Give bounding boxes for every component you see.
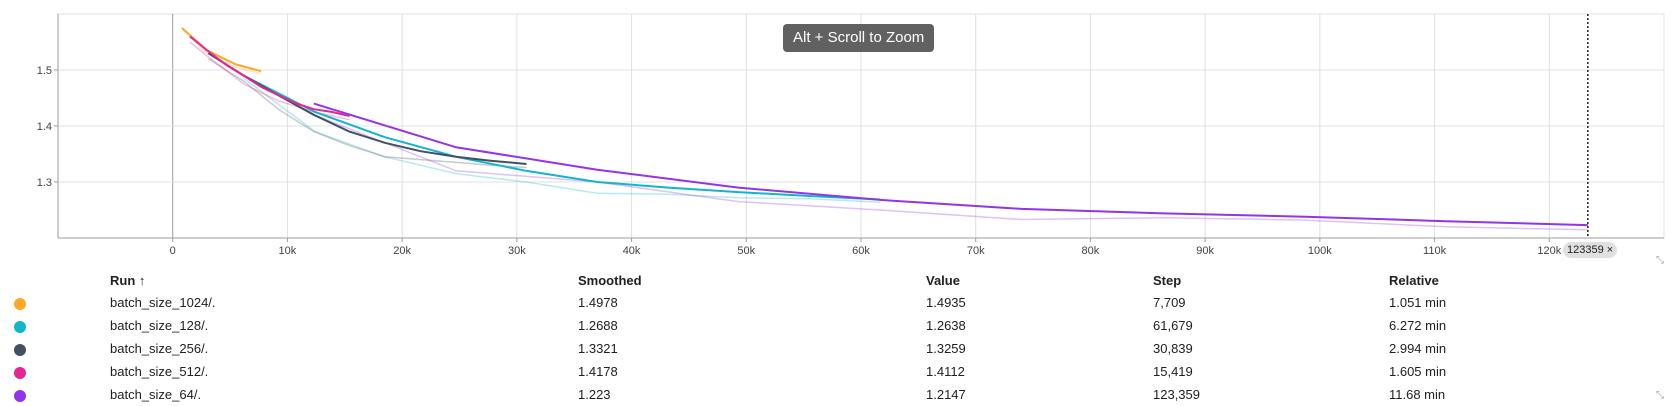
table-header-row: Run ↑ Smoothed Value Step Relative — [0, 270, 1649, 291]
run-name: batch_size_1024/. — [110, 295, 216, 310]
smoothed-value: 1.3321 — [578, 341, 618, 356]
smoothed-value: 1.2688 — [578, 318, 618, 333]
table-row[interactable]: batch_size_128/. 1.2688 1.2638 61,679 6.… — [0, 314, 1649, 337]
smoothed-value: 1.4178 — [578, 364, 618, 379]
run-color-dot — [14, 297, 26, 310]
x-tick-label: 100k — [1308, 245, 1332, 257]
x-tick-label: 40k — [623, 245, 641, 257]
x-tick-label: 0 — [170, 245, 176, 257]
relative-time: 1.605 min — [1389, 364, 1447, 379]
step-value: 30,839 — [1153, 341, 1193, 356]
table-row[interactable]: batch_size_64/. 1.223 1.2147 123,359 11.… — [0, 383, 1649, 406]
chart-resize-icon[interactable]: ⤡ — [1656, 255, 1664, 266]
table-resize-icon[interactable]: ⤡ — [1656, 390, 1664, 401]
x-tick-label: 120k — [1537, 245, 1561, 257]
relative-column-header[interactable]: Relative — [1389, 273, 1439, 288]
loss-chart[interactable]: 0 10k 20k 30k 40k 50k 60k 70k 80k 90k 100k 110k 120k… — [0, 0, 1672, 260]
step-value: 123,359 — [1153, 387, 1200, 402]
x-tick-label: 20k — [393, 245, 411, 257]
y-tick-label: 1.3 — [37, 177, 52, 189]
smoothed-value: 1.4978 — [578, 295, 618, 310]
hover-step-chip[interactable]: 123359 × — [1563, 242, 1618, 258]
value-column-header[interactable]: Value — [926, 273, 960, 288]
table-row[interactable]: batch_size_256/. 1.3321 1.3259 30,839 2.… — [0, 337, 1649, 360]
run-name: batch_size_512/. — [110, 364, 209, 379]
relative-time: 2.994 min — [1389, 341, 1447, 356]
x-tick-label: 90k — [1196, 245, 1214, 257]
series-line — [189, 35, 350, 117]
series-line — [181, 27, 262, 73]
raw-value: 1.3259 — [926, 341, 966, 356]
x-tick-label: 70k — [967, 245, 985, 257]
step-value: 15,419 — [1153, 364, 1193, 379]
close-icon[interactable]: × — [1606, 244, 1614, 256]
series-line — [243, 74, 881, 201]
run-color-dot — [14, 343, 26, 356]
raw-line — [313, 114, 1588, 231]
smoothed-column-header[interactable]: Smoothed — [578, 273, 642, 288]
runs-table: Run ↑ Smoothed Value Step Relative batch… — [0, 270, 1649, 406]
raw-line — [207, 58, 527, 169]
run-color-dot — [14, 366, 26, 379]
raw-line — [243, 77, 881, 204]
step-value: 7,709 — [1153, 295, 1186, 310]
zoom-hint-tooltip: Alt + Scroll to Zoom — [783, 24, 935, 52]
raw-value: 1.2147 — [926, 387, 966, 402]
raw-value: 1.4112 — [926, 364, 965, 379]
y-tick-label: 1.4 — [37, 121, 52, 133]
raw-value: 1.4935 — [926, 295, 966, 310]
color-header — [0, 270, 110, 291]
run-name: batch_size_128/. — [110, 318, 209, 333]
x-tick-label: 50k — [737, 245, 755, 257]
relative-time: 1.051 min — [1389, 295, 1447, 310]
relative-time: 6.272 min — [1389, 318, 1447, 333]
step-column-header[interactable]: Step — [1153, 273, 1182, 288]
y-tick-label: 1.5 — [37, 65, 52, 77]
x-tick-label: 80k — [1082, 245, 1100, 257]
smoothed-series-layer — [181, 27, 1588, 227]
series-line — [313, 102, 1588, 227]
relative-time: 11.68 min — [1389, 387, 1446, 402]
table-row[interactable]: batch_size_1024/. 1.4978 1.4935 7,709 1.… — [0, 291, 1649, 314]
run-color-dot — [14, 320, 26, 333]
run-color-dot — [14, 389, 26, 402]
x-tick-label: 60k — [852, 245, 870, 257]
hover-step-label: 123359 — [1567, 244, 1604, 256]
smoothed-value: 1.223 — [578, 387, 611, 402]
x-tick-label: 10k — [279, 245, 297, 257]
run-column-header[interactable]: Run ↑ — [110, 273, 146, 288]
raw-value: 1.2638 — [926, 318, 966, 333]
run-name: batch_size_64/. — [110, 387, 202, 402]
x-tick-label: 110k — [1423, 245, 1447, 257]
series-line — [207, 52, 527, 165]
step-value: 61,679 — [1153, 318, 1193, 333]
x-tick-label: 30k — [508, 245, 526, 257]
run-name: batch_size_256/. — [110, 341, 209, 356]
table-row[interactable]: batch_size_512/. 1.4178 1.4112 15,419 1.… — [0, 360, 1649, 383]
axes: 0 10k 20k 30k 40k 50k 60k 70k 80k 90k 100k 110k 120k… — [37, 14, 1664, 257]
